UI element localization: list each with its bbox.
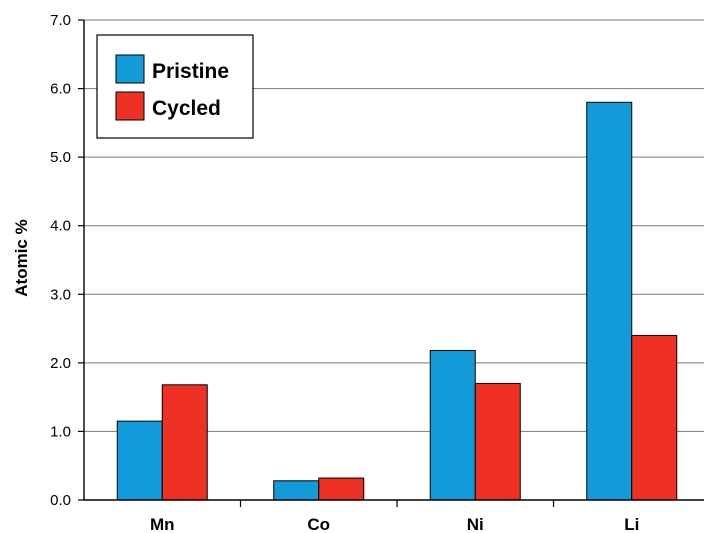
y-tick-label: 6.0 [50, 81, 71, 98]
bar-cycled-mn [161, 384, 208, 501]
x-tick-label: Co [307, 515, 330, 533]
y-tick-label: 5.0 [50, 149, 71, 166]
legend-swatch-cycled [115, 91, 145, 121]
y-tick-label: 7.0 [50, 12, 71, 29]
legend-label-cycled: Cycled [152, 97, 221, 120]
x-tick-label: Li [624, 515, 639, 533]
bar-cycled-li [631, 334, 678, 501]
tick-labels: 0.0 1.0 2.0 3.0 4.0 5.0 6.0 7.0 Mn Co Ni Li [50, 12, 639, 533]
y-tick-label: 3.0 [50, 286, 71, 303]
x-tick-label: Ni [467, 515, 484, 533]
axes [78, 19, 704, 507]
y-tick-label: 1.0 [50, 423, 71, 440]
legend-swatch-pristine [115, 54, 145, 84]
bar-cycled-ni [474, 382, 521, 501]
legend: Pristine Cycled [96, 34, 254, 139]
bar-pristine-mn [116, 420, 163, 501]
y-tick-label: 4.0 [50, 218, 71, 235]
y-axis-label: Atomic % [12, 219, 31, 296]
bar-pristine-co [273, 480, 320, 501]
bar-pristine-ni [429, 350, 476, 501]
legend-box [96, 34, 254, 139]
bars [116, 101, 678, 501]
bar-pristine-li [586, 101, 633, 501]
x-tick-label: Mn [150, 515, 175, 533]
legend-label-pristine: Pristine [152, 60, 229, 83]
y-tick-label: 2.0 [50, 355, 71, 372]
y-tick-label: 0.0 [50, 492, 71, 509]
bar-cycled-co [318, 477, 365, 501]
